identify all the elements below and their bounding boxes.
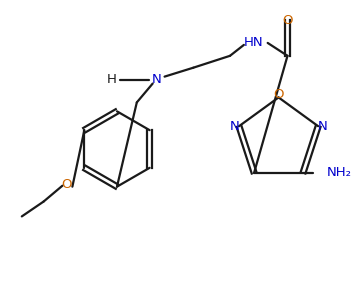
Text: O: O — [273, 88, 284, 101]
Text: O: O — [282, 14, 293, 27]
Text: N: N — [230, 120, 240, 133]
Text: NH₂: NH₂ — [327, 166, 352, 179]
Text: N: N — [152, 73, 161, 86]
Text: N: N — [317, 120, 327, 133]
Text: H: H — [107, 73, 117, 86]
Text: O: O — [61, 178, 72, 191]
Text: HN: HN — [244, 37, 263, 49]
